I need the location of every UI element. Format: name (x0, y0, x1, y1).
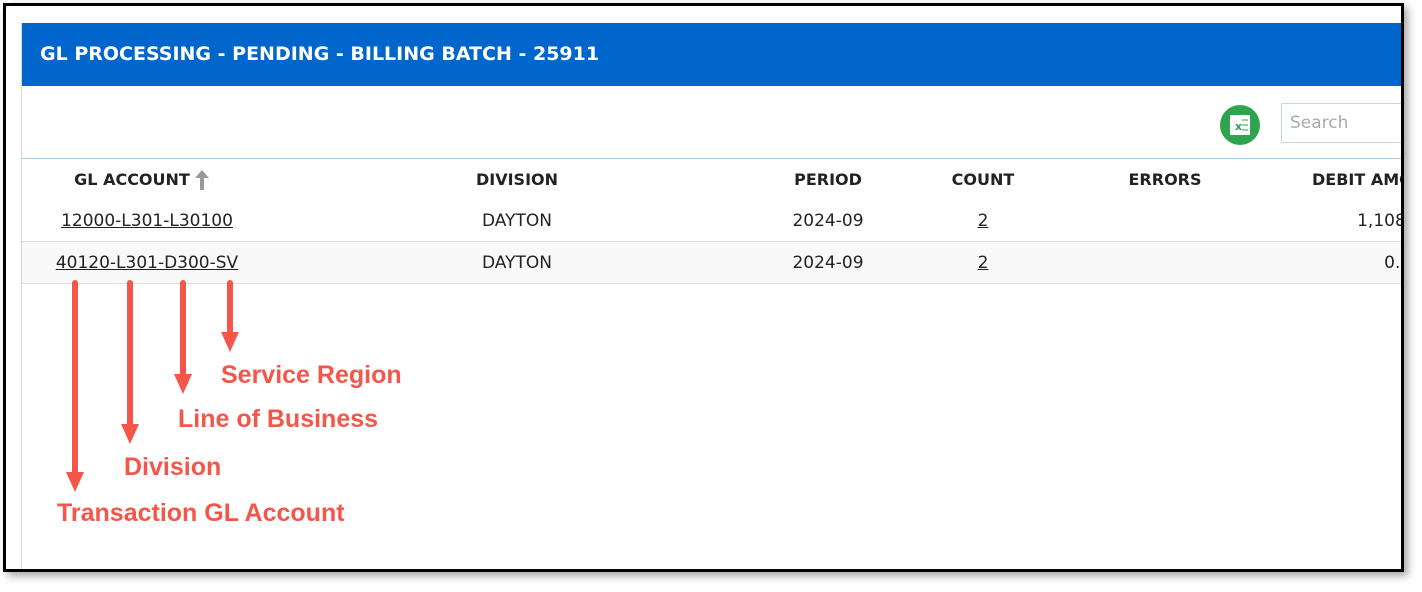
table-header: GL ACCOUNT DIVISION PERIOD COUNT ERRORS … (22, 158, 1404, 201)
period-cell: 2024-09 (792, 253, 864, 273)
count-link[interactable]: 2 (977, 211, 989, 231)
column-header[interactable]: GL ACCOUNT (74, 170, 190, 189)
column-header[interactable]: COUNT (951, 170, 1015, 189)
annotation-label: Line of Business (178, 405, 379, 433)
annotation-layer (66, 280, 239, 492)
search-input[interactable]: Search (1281, 103, 1401, 143)
sort-arrow[interactable] (194, 169, 210, 191)
excel-icon: x (1230, 115, 1250, 135)
gl-account-link[interactable]: 40120-L301-D300-SV (55, 253, 239, 273)
svg-text:x: x (1235, 120, 1242, 133)
annotation-label: Service Region (221, 361, 402, 389)
table-row: 40120-L301-D300-SV DAYTON 2024-09 2 0.00 (22, 242, 1401, 284)
debit-cell: 0.00 (1384, 253, 1401, 273)
division-cell: DAYTON (482, 253, 552, 273)
count-link[interactable]: 2 (977, 253, 989, 273)
excel-export-button[interactable]: x (1220, 105, 1260, 145)
window-frame: GL PROCESSING - PENDING - BILLING BATCH … (3, 3, 1404, 572)
annotation-label: Division (124, 453, 222, 481)
gl-account-link[interactable]: 12000-L301-L30100 (61, 211, 233, 231)
annotation-label: Transaction GL Account (57, 499, 345, 527)
panel-header: GL PROCESSING - PENDING - BILLING BATCH … (22, 23, 1401, 86)
column-header[interactable]: PERIOD (794, 170, 862, 189)
table-row: 12000-L301-L30100 DAYTON 2024-09 2 1,108.6 (22, 200, 1404, 242)
division-cell: DAYTON (482, 211, 552, 231)
panel: GL PROCESSING - PENDING - BILLING BATCH … (21, 23, 1404, 569)
column-header[interactable]: DIVISION (475, 170, 559, 189)
search-placeholder: Search (1290, 113, 1349, 133)
panel-title: GL PROCESSING - PENDING - BILLING BATCH … (40, 43, 600, 65)
column-header[interactable]: DEBIT AMO (1312, 170, 1404, 189)
column-header[interactable]: ERRORS (1128, 170, 1202, 189)
debit-cell: 1,108.6 (1357, 211, 1404, 231)
period-cell: 2024-09 (792, 211, 864, 231)
